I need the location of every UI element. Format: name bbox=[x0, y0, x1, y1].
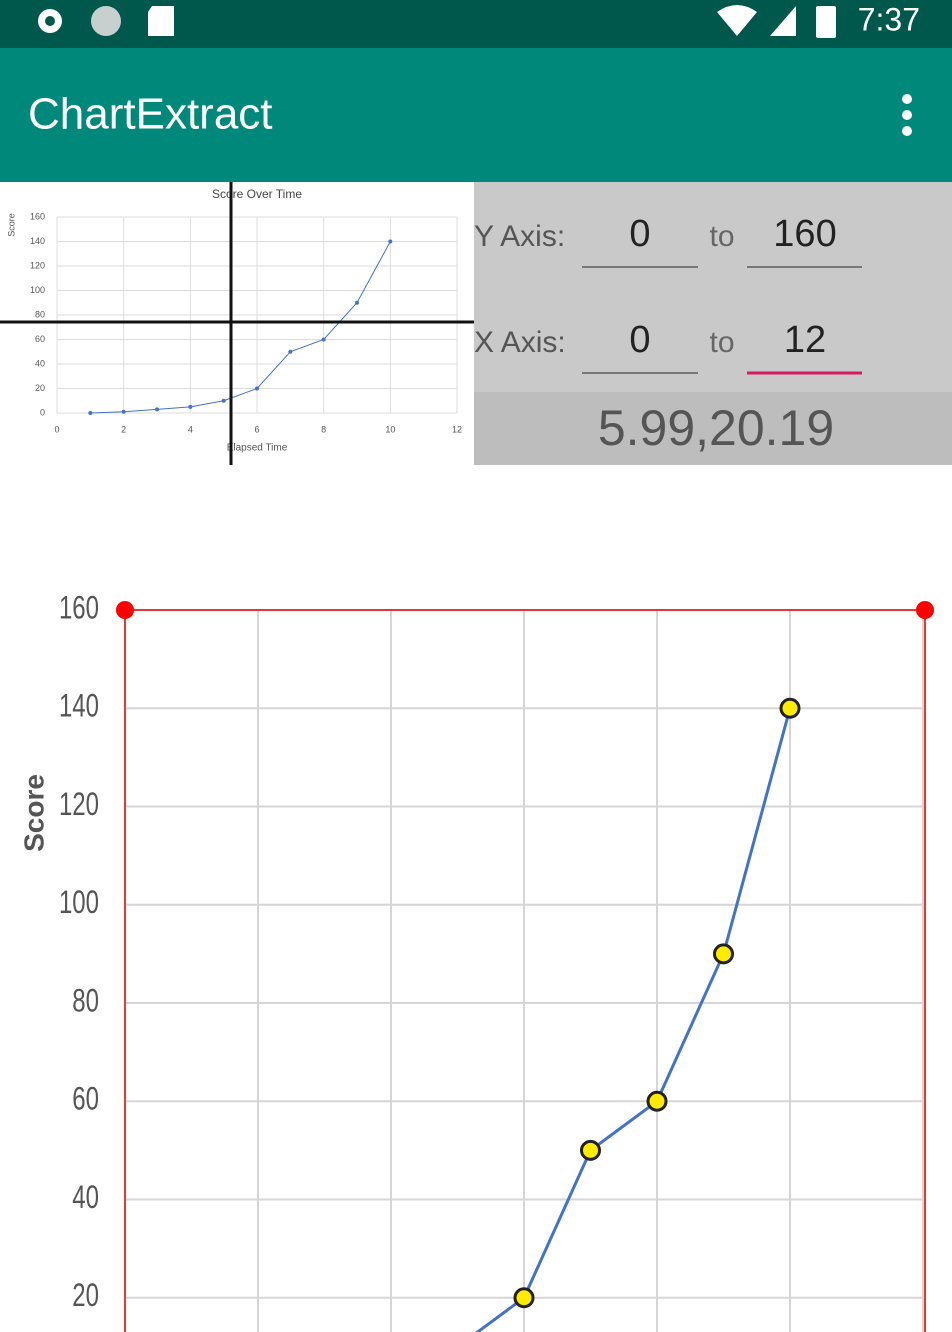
to-text: to bbox=[709, 326, 734, 359]
y-axis-label: Score bbox=[6, 213, 16, 237]
data-point bbox=[513, 1287, 535, 1309]
y-tick-label: 0 bbox=[40, 407, 45, 417]
data-point bbox=[580, 1139, 601, 1161]
data-point bbox=[88, 411, 93, 415]
y-tick-label: 20 bbox=[35, 383, 45, 393]
data-point bbox=[388, 239, 393, 244]
data-point bbox=[288, 349, 293, 354]
data-point bbox=[188, 404, 193, 409]
axis-panel bbox=[474, 182, 952, 392]
x-tick-label: 0 bbox=[54, 424, 59, 434]
readout-panel bbox=[474, 392, 952, 465]
wifi-icon bbox=[717, 5, 757, 36]
y-tick-label: 40 bbox=[35, 358, 45, 368]
selection-frame bbox=[124, 609, 926, 1332]
zoomed-chart[interactable]: Score Over Time 20 40 60 80 100 120 140 160 Score bbox=[18, 501, 934, 1332]
x-tick-label: 4 bbox=[188, 424, 193, 434]
data-point bbox=[321, 337, 326, 342]
y-tick-label: 60 bbox=[72, 1080, 99, 1116]
y-tick-label: 60 bbox=[35, 334, 45, 344]
data-point bbox=[221, 398, 226, 403]
battery-icon bbox=[816, 6, 836, 38]
sd-card-icon bbox=[148, 6, 174, 36]
chart-title: Score Over Time bbox=[212, 187, 302, 201]
chart-title: Score Over Time bbox=[410, 501, 638, 543]
thumbnail-chart[interactable]: Score Over Time 0 20 40 60 80 100 120 140 160 0 2 4 6… bbox=[0, 182, 474, 465]
x-to-input[interactable]: 12 bbox=[784, 319, 826, 361]
data-point bbox=[155, 407, 159, 412]
data-point bbox=[355, 300, 359, 305]
to-text: to bbox=[709, 220, 734, 253]
x-axis-label: X Axis: bbox=[474, 326, 566, 359]
y-from-input[interactable]: 0 bbox=[629, 213, 650, 255]
y-tick-label: 100 bbox=[59, 884, 99, 920]
y-tick-label: 140 bbox=[59, 687, 99, 723]
x-axis-label: Elapsed Time bbox=[227, 443, 288, 454]
data-point bbox=[646, 1090, 668, 1112]
series-line bbox=[90, 241, 391, 414]
x-tick-label: 12 bbox=[452, 424, 462, 434]
y-tick-label: 40 bbox=[72, 1179, 99, 1215]
data-point bbox=[779, 697, 801, 719]
overflow-menu[interactable] bbox=[902, 94, 912, 136]
y-axis-label: Y Axis: bbox=[474, 220, 565, 253]
x-tick-label: 2 bbox=[121, 424, 126, 434]
y-tick-label: 160 bbox=[30, 211, 45, 221]
x-tick-label: 8 bbox=[321, 424, 326, 434]
y-tick-label: 100 bbox=[30, 285, 45, 295]
status-bar bbox=[0, 0, 952, 48]
data-point bbox=[255, 386, 259, 391]
app-bar bbox=[0, 48, 952, 182]
sync-icon bbox=[91, 6, 121, 36]
data-point bbox=[121, 409, 126, 414]
signal-icon bbox=[770, 6, 796, 36]
y-tick-label: 120 bbox=[30, 260, 45, 270]
x-from-input[interactable]: 0 bbox=[629, 319, 650, 361]
coordinate-readout: 5.99,20.19 bbox=[598, 400, 834, 456]
y-tick-label: 80 bbox=[35, 309, 45, 319]
x-tick-label: 6 bbox=[254, 424, 259, 434]
data-point bbox=[713, 943, 734, 965]
settings-icon-hole bbox=[45, 16, 55, 26]
y-tick-label: 140 bbox=[30, 236, 45, 246]
x-tick-label: 10 bbox=[385, 424, 395, 434]
app-title: ChartExtract bbox=[28, 90, 273, 139]
series-line bbox=[475, 707, 792, 1332]
selection-handle[interactable] bbox=[116, 601, 134, 619]
y-tick-label: 160 bbox=[59, 589, 99, 625]
y-tick-label: 120 bbox=[59, 786, 99, 822]
y-axis-label: Score bbox=[18, 774, 49, 852]
y-to-input[interactable]: 160 bbox=[773, 213, 836, 255]
status-time: 7:37 bbox=[858, 1, 920, 37]
y-tick-label: 20 bbox=[72, 1277, 99, 1313]
selection-handle[interactable] bbox=[916, 601, 934, 619]
y-tick-label: 80 bbox=[72, 982, 99, 1018]
